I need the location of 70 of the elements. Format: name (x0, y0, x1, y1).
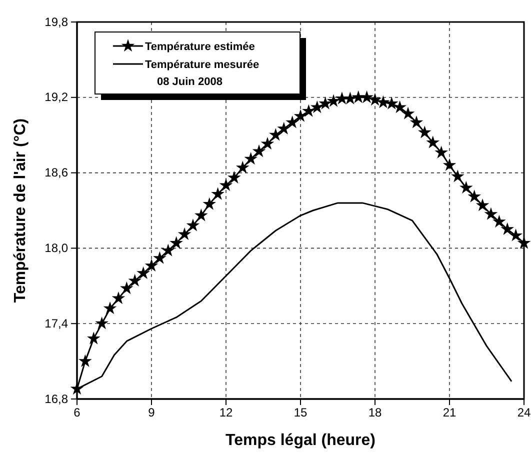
point (186, 218, 200, 232)
point (310, 100, 324, 114)
point (352, 90, 366, 104)
point (517, 236, 531, 249)
point (500, 222, 514, 236)
y-axis-title: Température de l'air (°C) (12, 118, 29, 303)
point (95, 316, 108, 330)
point (384, 96, 398, 110)
legend-label: Température mesurée (145, 59, 260, 71)
point (376, 95, 390, 108)
point (269, 128, 282, 141)
y-tick-label: 19,2 (44, 90, 68, 104)
legend-label: Température estimée (145, 41, 255, 53)
point (144, 258, 158, 272)
y-tick-label: 17,4 (44, 316, 68, 330)
x-axis-title: Temps légal (heure) (226, 432, 376, 449)
point (459, 180, 473, 194)
point (211, 187, 224, 200)
x-tick-label: 21 (442, 406, 456, 420)
point (468, 190, 481, 202)
point (294, 109, 308, 122)
point (103, 302, 117, 314)
point (136, 266, 150, 279)
point (260, 136, 274, 150)
point (244, 152, 258, 165)
point (368, 92, 382, 106)
x-tick-label: 9 (148, 406, 156, 420)
point (318, 96, 332, 110)
point (509, 228, 522, 242)
x-tick-label: 12 (219, 406, 233, 420)
point (393, 100, 406, 114)
annotation: 08 Juin 2008 (157, 76, 222, 88)
x-tick-label: 15 (294, 406, 308, 420)
point (170, 236, 183, 249)
x-tick-label: 24 (517, 406, 531, 420)
point (78, 354, 92, 367)
y-tick-label: 16,8 (44, 392, 68, 406)
point (120, 281, 134, 294)
point (410, 116, 424, 128)
point (228, 170, 241, 184)
point (286, 116, 299, 128)
y-tick-label: 19,8 (44, 14, 68, 29)
point (112, 291, 126, 304)
point (451, 170, 464, 182)
y-tick-label: 18,0 (44, 241, 68, 256)
point (86, 332, 100, 344)
point (252, 144, 266, 158)
point (484, 207, 498, 220)
point (277, 122, 291, 134)
point (401, 106, 415, 120)
point (326, 94, 340, 107)
point (194, 208, 208, 222)
point (161, 244, 175, 256)
x-tick-label: 6 (74, 406, 81, 420)
point (202, 197, 216, 210)
point (153, 251, 166, 264)
point (442, 158, 456, 171)
point (476, 198, 490, 212)
point (434, 146, 448, 158)
point (492, 214, 506, 228)
point (418, 126, 432, 138)
point (426, 136, 440, 148)
y-tick-label: 18,6 (44, 166, 68, 180)
point (178, 227, 192, 240)
point (360, 90, 374, 104)
point (128, 274, 142, 287)
point (236, 160, 250, 174)
point (302, 104, 316, 117)
point (219, 178, 233, 192)
x-tick-label: 18 (368, 406, 382, 420)
